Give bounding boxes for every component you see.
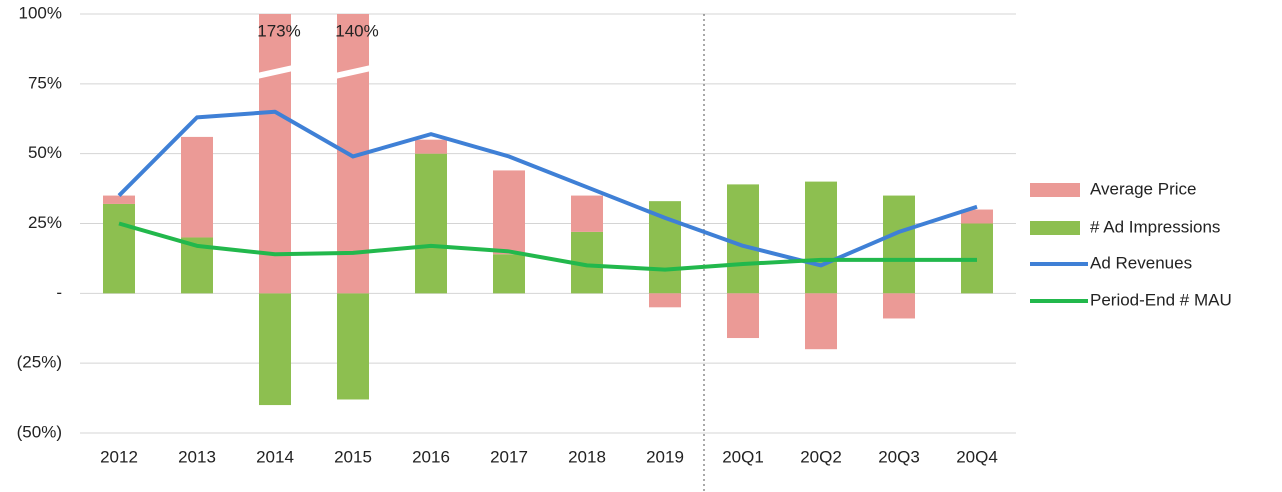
bar xyxy=(883,195,915,294)
bar xyxy=(883,293,915,319)
bar xyxy=(103,195,135,204)
y-tick-label: 100% xyxy=(19,3,62,22)
legend-swatch xyxy=(1030,183,1080,197)
bar xyxy=(337,293,369,400)
bar xyxy=(259,293,291,406)
axis-break xyxy=(256,65,294,79)
y-tick-label: (25%) xyxy=(17,353,62,372)
x-tick-label: 20Q4 xyxy=(956,447,998,466)
legend-label: # Ad Impressions xyxy=(1090,217,1220,236)
bar xyxy=(649,293,681,308)
y-tick-label: (50%) xyxy=(17,422,62,441)
bar xyxy=(181,136,213,238)
x-tick-label: 20Q1 xyxy=(722,447,764,466)
legend-label: Ad Revenues xyxy=(1090,253,1192,272)
bar xyxy=(415,153,447,294)
line xyxy=(118,221,977,272)
x-tick-label: 2019 xyxy=(646,447,684,466)
bar xyxy=(493,170,525,255)
x-tick-label: 2018 xyxy=(568,447,606,466)
y-tick-label: 25% xyxy=(28,213,62,232)
x-tick-label: 20Q3 xyxy=(878,447,920,466)
y-tick-label: - xyxy=(56,283,62,302)
x-tick-label: 2012 xyxy=(100,447,138,466)
y-tick-label: 75% xyxy=(28,73,62,92)
bar xyxy=(727,184,759,294)
data-label: 140% xyxy=(335,21,378,40)
bar xyxy=(571,195,603,232)
bar xyxy=(337,14,369,294)
data-label: 173% xyxy=(257,21,300,40)
bar xyxy=(805,293,837,350)
bar xyxy=(415,139,447,154)
bar xyxy=(103,203,135,294)
x-tick-label: 2013 xyxy=(178,447,216,466)
bar xyxy=(961,209,993,224)
bar xyxy=(259,14,291,294)
x-tick-label: 2015 xyxy=(334,447,372,466)
bar xyxy=(493,254,525,294)
x-tick-label: 2014 xyxy=(256,447,294,466)
bars xyxy=(103,14,993,406)
legend-label: Average Price xyxy=(1090,179,1196,198)
legend-swatch xyxy=(1030,221,1080,235)
x-tick-label: 2017 xyxy=(490,447,528,466)
x-tick-label: 20Q2 xyxy=(800,447,842,466)
line xyxy=(117,109,978,268)
legend-label: Period-End # MAU xyxy=(1090,290,1232,309)
axis-break xyxy=(334,65,372,79)
x-tick-label: 2016 xyxy=(412,447,450,466)
bar xyxy=(727,293,759,339)
y-tick-label: 50% xyxy=(28,143,62,162)
bar xyxy=(805,181,837,294)
